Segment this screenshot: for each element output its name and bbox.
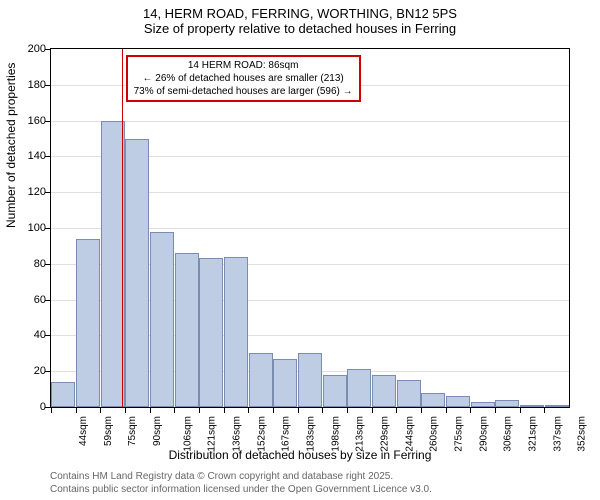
y-tick-label: 120 <box>16 186 46 198</box>
y-tick-label: 0 <box>16 401 46 413</box>
x-axis-label: Distribution of detached houses by size … <box>0 448 600 462</box>
x-tick-label: 167sqm <box>281 416 292 452</box>
x-tick-label: 75sqm <box>127 416 138 446</box>
x-tick-label: 275sqm <box>454 416 465 452</box>
x-tick-mark <box>125 408 126 413</box>
bar <box>175 253 199 407</box>
x-tick-label: 352sqm <box>577 416 588 452</box>
x-tick-label: 183sqm <box>306 416 317 452</box>
x-tick-label: 106sqm <box>182 416 193 452</box>
callout-line2: ← 26% of detached houses are smaller (21… <box>134 72 353 85</box>
x-tick-label: 337sqm <box>552 416 563 452</box>
x-tick-mark <box>544 408 545 413</box>
bar <box>249 353 273 407</box>
x-tick-label: 90sqm <box>152 416 163 446</box>
bar <box>446 396 470 407</box>
bar <box>397 380 421 407</box>
bar <box>298 353 322 407</box>
y-tick-label: 60 <box>16 294 46 306</box>
x-tick-label: 290sqm <box>478 416 489 452</box>
x-tick-mark <box>273 408 274 413</box>
bar <box>323 375 347 407</box>
x-tick-mark <box>322 408 323 413</box>
x-tick-mark <box>446 408 447 413</box>
footer-line2: Contains public sector information licen… <box>50 483 432 496</box>
bar <box>150 232 174 407</box>
x-tick-label: 229sqm <box>380 416 391 452</box>
callout-box: 14 HERM ROAD: 86sqm ← 26% of detached ho… <box>126 55 361 102</box>
bar <box>545 405 569 407</box>
y-tick-label: 80 <box>16 258 46 270</box>
x-tick-mark <box>470 408 471 413</box>
y-tick-label: 40 <box>16 329 46 341</box>
y-tick-label: 200 <box>16 43 46 55</box>
callout-line3: 73% of semi-detached houses are larger (… <box>134 85 353 98</box>
x-tick-mark <box>396 408 397 413</box>
bar <box>273 359 297 407</box>
x-tick-mark <box>520 408 521 413</box>
x-tick-mark <box>248 408 249 413</box>
x-tick-label: 152sqm <box>256 416 267 452</box>
x-tick-mark <box>51 408 52 413</box>
plot-area: 14 HERM ROAD: 86sqm ← 26% of detached ho… <box>50 48 570 408</box>
x-tick-label: 260sqm <box>429 416 440 452</box>
x-tick-mark <box>224 408 225 413</box>
x-tick-mark <box>150 408 151 413</box>
x-tick-mark <box>76 408 77 413</box>
title-line2: Size of property relative to detached ho… <box>0 21 600 36</box>
bar <box>372 375 396 407</box>
x-tick-mark <box>347 408 348 413</box>
x-tick-label: 213sqm <box>355 416 366 452</box>
callout-line1: 14 HERM ROAD: 86sqm <box>134 59 353 72</box>
reference-line-el <box>122 49 123 407</box>
bar <box>224 257 248 407</box>
bar <box>51 382 75 407</box>
bar <box>520 405 544 407</box>
bar <box>199 258 223 407</box>
x-tick-mark <box>372 408 373 413</box>
x-tick-mark <box>298 408 299 413</box>
x-tick-mark <box>174 408 175 413</box>
x-tick-label: 136sqm <box>232 416 243 452</box>
x-tick-mark <box>199 408 200 413</box>
x-tick-label: 306sqm <box>503 416 514 452</box>
x-tick-label: 321sqm <box>528 416 539 452</box>
x-tick-label: 44sqm <box>78 416 89 446</box>
y-tick-label: 160 <box>16 115 46 127</box>
y-tick-label: 100 <box>16 222 46 234</box>
x-tick-label: 59sqm <box>103 416 114 446</box>
x-tick-label: 244sqm <box>404 416 415 452</box>
y-tick-label: 140 <box>16 150 46 162</box>
x-tick-mark <box>421 408 422 413</box>
bar <box>76 239 100 407</box>
x-tick-label: 121sqm <box>207 416 218 452</box>
chart-container: 14, HERM ROAD, FERRING, WORTHING, BN12 5… <box>0 0 600 500</box>
bar <box>421 393 445 407</box>
x-tick-mark <box>495 408 496 413</box>
title-area: 14, HERM ROAD, FERRING, WORTHING, BN12 5… <box>0 0 600 36</box>
footer-line1: Contains HM Land Registry data © Crown c… <box>50 470 432 483</box>
bar <box>471 402 495 407</box>
title-line1: 14, HERM ROAD, FERRING, WORTHING, BN12 5… <box>0 6 600 21</box>
x-tick-mark <box>100 408 101 413</box>
y-tick-label: 20 <box>16 365 46 377</box>
bar <box>495 400 519 407</box>
grid-line <box>51 121 569 122</box>
footer: Contains HM Land Registry data © Crown c… <box>50 470 432 496</box>
bar <box>347 369 371 407</box>
x-tick-label: 198sqm <box>330 416 341 452</box>
bar <box>125 139 149 408</box>
y-tick-label: 180 <box>16 79 46 91</box>
